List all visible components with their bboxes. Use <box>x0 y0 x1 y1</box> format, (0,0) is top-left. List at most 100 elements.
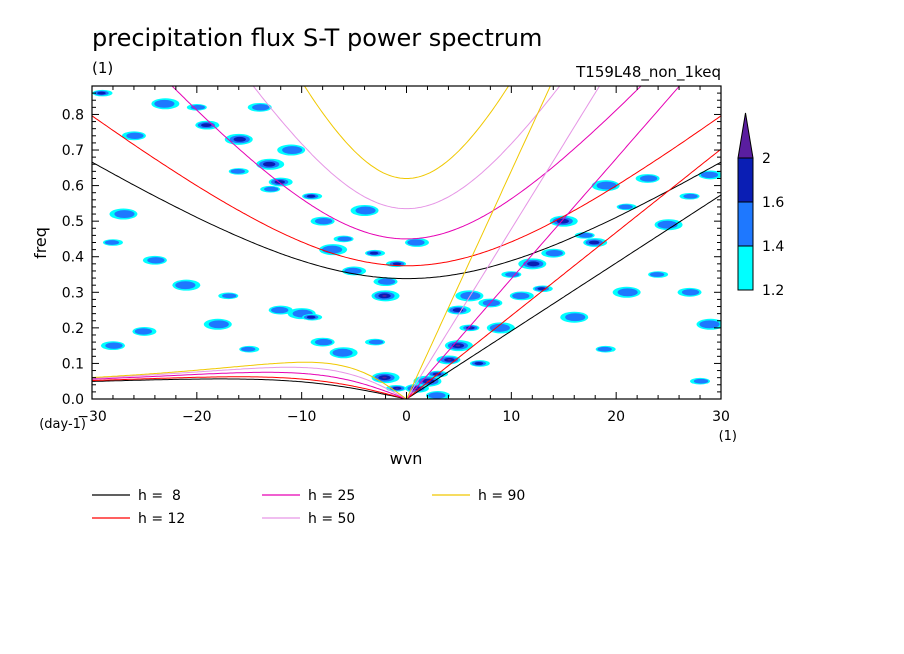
contour-fills <box>92 89 721 399</box>
contour-blob <box>190 104 206 110</box>
colorbar-label: 1.6 <box>762 195 784 211</box>
legend-label: h = 50 <box>308 511 355 527</box>
contour-blob <box>588 240 600 245</box>
contour-blob <box>314 338 333 346</box>
contour-blob <box>233 136 246 142</box>
dispersion-curve-90 <box>92 361 407 399</box>
contour-blob <box>382 376 387 379</box>
x-tick-label: 20 <box>607 409 625 425</box>
contour-blob <box>618 204 633 210</box>
contour-blob <box>649 272 665 277</box>
dispersion-curve-12 <box>92 376 407 399</box>
contour-blob <box>683 193 698 199</box>
contour-blob <box>407 239 425 246</box>
dispersion-curve-50 <box>406 86 601 399</box>
dispersion-curves <box>92 86 721 399</box>
contour-blob <box>175 281 196 290</box>
axis-ticks <box>91 86 722 400</box>
contour-blob <box>489 323 510 332</box>
colorbar-label: 2 <box>762 151 771 167</box>
contour-blob <box>565 313 586 322</box>
contour-blob <box>337 236 352 242</box>
x-tick-label: 10 <box>502 409 520 425</box>
dispersion-curve-12 <box>406 148 721 399</box>
contour-blob <box>392 262 402 266</box>
axis-tick-labels: −30 −20 −10 0 10 20 30 0.0 0.1 0.2 0.3 0.4 0.5 0.6 0.7… <box>62 107 730 425</box>
contour-blob <box>252 104 270 111</box>
contour-blob <box>512 292 530 300</box>
x-tick-label: 30 <box>712 409 730 425</box>
contour-blob <box>105 342 123 349</box>
contour-blob <box>126 132 144 139</box>
contour-blob <box>134 328 153 335</box>
contour-blob <box>322 245 343 254</box>
legend-label: h = 25 <box>308 488 355 504</box>
legend: h = 8 h = 12 h = 25 h = 50 h = 90 <box>92 488 525 527</box>
colorbar-segment <box>737 245 754 291</box>
contour-blob <box>271 306 289 314</box>
x-axis-label: wvn <box>390 449 423 468</box>
contour-blob <box>482 299 501 307</box>
y-tick-label: 0.6 <box>62 179 84 195</box>
colorbar: 2 1.6 1.4 1.2 <box>737 112 784 299</box>
contour-blob <box>639 175 658 182</box>
contour-blob <box>447 359 452 361</box>
contour-blob <box>377 278 396 285</box>
contour-blob <box>314 217 333 225</box>
x-tick-label: 0 <box>402 409 411 425</box>
x-tick-label: −30 <box>77 409 107 425</box>
y-axis-label: freq <box>31 227 50 259</box>
dispersion-curve-25 <box>171 86 642 240</box>
legend-label: h = 90 <box>478 488 525 504</box>
contour-blob <box>97 91 106 95</box>
y-tick-label: 0.8 <box>62 107 84 123</box>
colorbar-label: 1.4 <box>762 239 784 255</box>
colorbar-segment <box>737 157 754 203</box>
contour-blob <box>368 339 384 345</box>
colorbar-segment <box>737 201 754 247</box>
contour-blob <box>201 123 212 128</box>
contour-blob <box>681 289 700 296</box>
y-tick-label: 0.0 <box>62 392 84 408</box>
contour-blob <box>505 272 520 277</box>
contour-blob <box>468 327 472 329</box>
contour-blob <box>369 251 379 255</box>
contour-blob <box>545 250 563 257</box>
contour-blob <box>395 387 399 389</box>
contour-blob <box>596 181 617 190</box>
contour-blob <box>527 261 540 267</box>
dispersion-curve-25 <box>92 371 407 399</box>
contour-blob <box>222 293 237 299</box>
contour-blob <box>700 171 719 179</box>
colorbar-label: 1.2 <box>762 283 784 299</box>
dispersion-curve-90 <box>406 86 551 399</box>
legend-label: h = 8 <box>138 488 181 504</box>
contour-blob <box>274 180 285 184</box>
y-unit-label: (day-1) <box>39 417 86 432</box>
y-tick-label: 0.2 <box>62 321 84 337</box>
y-tick-label: 0.5 <box>62 214 84 230</box>
contour-blob <box>306 315 316 319</box>
contour-blob <box>332 348 353 357</box>
contour-blob <box>355 206 376 215</box>
contour-blob <box>104 240 120 245</box>
dispersion-curve-8 <box>92 161 721 280</box>
legend-label: h = 12 <box>138 511 185 527</box>
contour-blob <box>241 346 256 352</box>
dispersion-curve-50 <box>92 366 407 399</box>
subtitle-left: (1) <box>92 59 113 77</box>
dispersion-curve-12 <box>92 115 721 267</box>
contour-blob <box>578 233 593 238</box>
contour-blob <box>344 267 362 275</box>
contour-blob <box>282 146 303 154</box>
contour-blob <box>147 257 165 264</box>
contour-blob <box>428 392 446 399</box>
contour-blob <box>306 194 316 198</box>
chart-title: precipitation flux S-T power spectrum <box>92 24 542 52</box>
subtitle-right: T159L48_non_1keq <box>575 63 721 82</box>
x-tick-label: −20 <box>182 409 212 425</box>
contour-blob <box>208 320 229 329</box>
contour-blob <box>263 161 276 167</box>
contour-blob <box>264 186 279 192</box>
